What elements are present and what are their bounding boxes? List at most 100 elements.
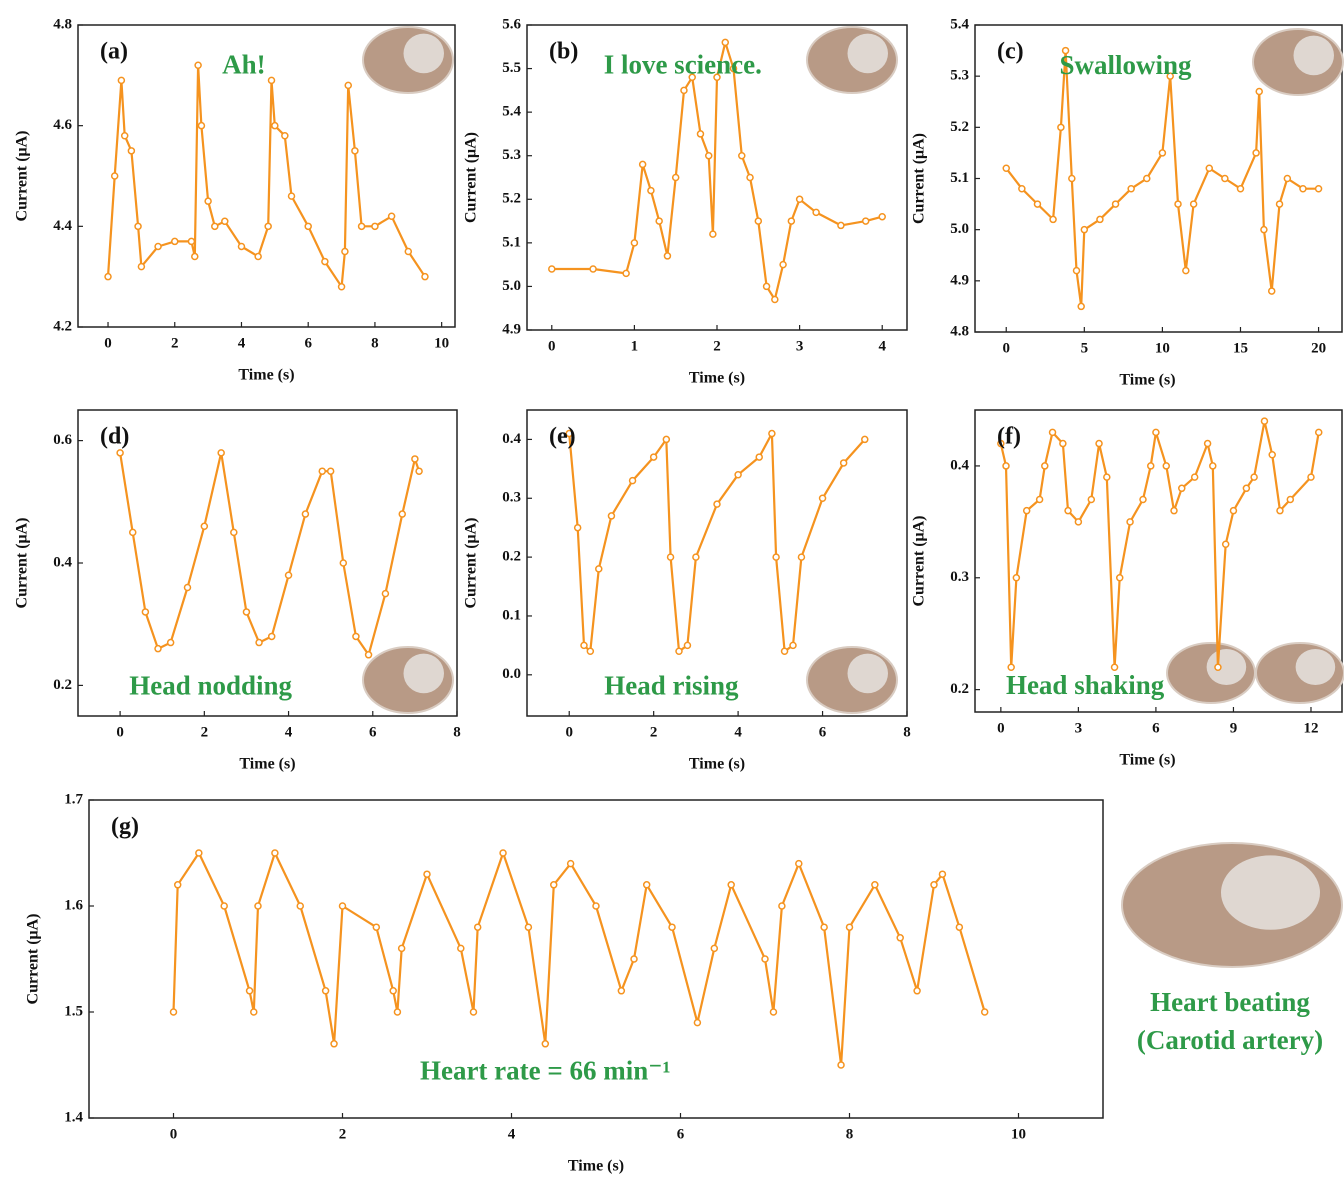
data-point [655, 217, 663, 225]
y-tick-label: 1.6 [64, 897, 83, 913]
x-tick-label: 2 [201, 724, 209, 740]
data-point [191, 252, 199, 261]
data-point [592, 902, 600, 910]
x-tick-label: 4 [878, 338, 886, 354]
data-point [1260, 225, 1268, 234]
data-point [1007, 663, 1015, 672]
data-point [1096, 215, 1104, 224]
x-tick-label: 10 [1011, 1126, 1026, 1142]
data-point [357, 222, 366, 231]
x-axis-label: Time (s) [689, 370, 745, 387]
data-point [141, 608, 150, 616]
data-point [1229, 506, 1238, 515]
panel-label: (a) [100, 39, 128, 65]
y-tick-label: 5.0 [950, 221, 969, 237]
data-point [116, 449, 124, 457]
x-tick-label: 6 [1152, 720, 1160, 736]
data-point [341, 247, 349, 256]
data-point [120, 131, 129, 140]
x-tick-label: 6 [819, 724, 827, 740]
x-tick-label: 5 [1081, 340, 1089, 356]
x-tick-label: 4 [238, 335, 246, 351]
data-point [264, 222, 272, 231]
data-point [1209, 462, 1217, 470]
data-point [117, 76, 126, 85]
y-tick-label: 5.2 [950, 119, 969, 135]
data-point [595, 565, 603, 573]
data-point [211, 222, 219, 231]
y-tick-label: 0.2 [53, 677, 72, 693]
data-point [818, 494, 827, 503]
y-axis-label: Current (μA) [911, 516, 928, 607]
data-point [548, 265, 556, 273]
data-point [1115, 574, 1124, 582]
data-point [586, 647, 595, 656]
data-point [675, 647, 683, 656]
plot-frame [88, 799, 1104, 1119]
data-point [688, 73, 696, 82]
data-point [397, 944, 406, 953]
panel-label: (g) [111, 814, 139, 840]
data-point [1174, 200, 1182, 208]
data-point [1299, 184, 1307, 193]
y-tick-label: 5.0 [502, 278, 521, 294]
data-point [565, 429, 573, 438]
x-tick-label: 0 [997, 720, 1005, 736]
x-tick-label: 2 [339, 1126, 347, 1142]
x-tick-label: 6 [677, 1126, 685, 1142]
data-point [871, 881, 879, 889]
data-point [1061, 46, 1070, 55]
y-axis-label: Current (μA) [14, 131, 31, 222]
data-point [607, 512, 616, 520]
x-tick-label: 0 [1002, 340, 1010, 356]
data-point [127, 147, 136, 155]
data-point [721, 38, 730, 47]
data-point [1012, 574, 1021, 582]
data-point [1077, 302, 1085, 311]
data-point [134, 222, 142, 231]
data-point [1162, 462, 1171, 470]
data-point [778, 902, 786, 910]
data-point [1068, 174, 1076, 183]
annotation: Head rising [604, 671, 739, 701]
data-line [1005, 49, 1319, 308]
data-point [746, 173, 754, 182]
data-point [339, 559, 348, 567]
data-point [772, 553, 780, 561]
data-point [1283, 174, 1292, 183]
y-tick-label: 0.0 [502, 666, 521, 682]
data-point [1095, 439, 1103, 448]
y-axis-label: Current (μA) [463, 518, 480, 609]
data-point [1190, 473, 1199, 481]
data-point [1314, 184, 1323, 193]
data-point [1126, 518, 1134, 526]
x-tick-label: 8 [371, 335, 379, 351]
data-point [415, 467, 423, 475]
y-axis-label: Current (μA) [25, 914, 42, 1005]
y-tick-label: 0.4 [502, 431, 521, 447]
data-point [668, 923, 676, 931]
data-point [1275, 200, 1284, 208]
x-tick-label: 2 [650, 724, 658, 740]
data-point [709, 230, 717, 238]
data-point [338, 902, 347, 910]
photo-shade [1206, 649, 1247, 685]
data-point [1139, 495, 1147, 504]
data-point [1002, 164, 1010, 173]
panel-label: (d) [100, 424, 129, 450]
data-point [352, 632, 360, 641]
data-point [710, 944, 719, 953]
x-tick-label: 2 [713, 338, 721, 354]
y-tick-label: 4.8 [53, 16, 72, 32]
data-point [795, 859, 803, 868]
data-point [580, 641, 588, 650]
plot-frame [526, 409, 908, 717]
data-point [1307, 473, 1315, 481]
data-point [171, 237, 179, 246]
data-point [423, 870, 431, 878]
data-point [154, 242, 162, 251]
data-point [727, 881, 735, 889]
data-point [1018, 184, 1026, 193]
data-point [166, 638, 175, 647]
data-point [1214, 663, 1222, 672]
